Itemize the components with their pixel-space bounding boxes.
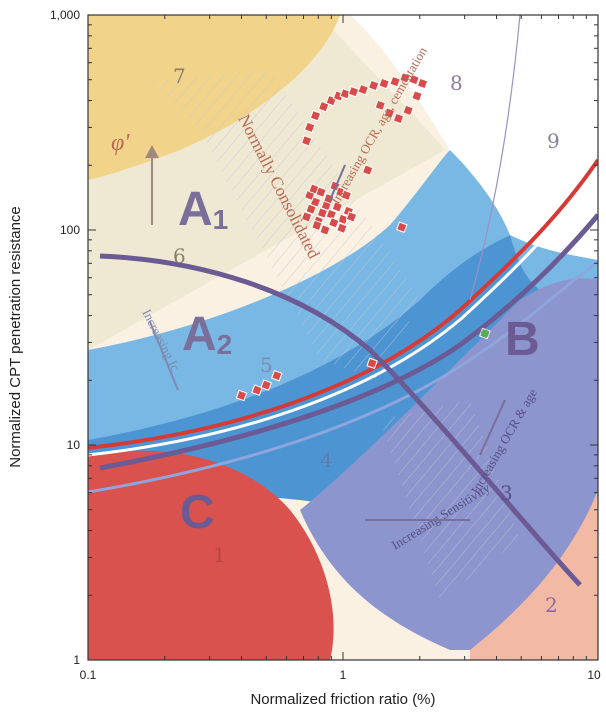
data-points	[235, 72, 491, 402]
region-label-sub: 1	[213, 204, 229, 235]
arrow-ic	[149, 321, 179, 391]
data-point	[300, 135, 313, 147]
data-point	[361, 164, 374, 176]
red-boundary-curve	[88, 158, 598, 450]
zone-label: 1	[213, 543, 226, 567]
normally-consolidated-hatch	[150, 70, 420, 380]
region-label-sub: 2	[217, 329, 233, 360]
data-point	[336, 222, 348, 234]
data-point	[396, 221, 408, 233]
annotation-phi: φ'	[111, 130, 130, 156]
zone-8-9-boundary	[469, 15, 521, 301]
plot-area	[88, 15, 598, 660]
x-tick-label: 1	[340, 668, 347, 682]
zone-label: 7	[173, 64, 186, 88]
highlight-point	[480, 329, 489, 338]
blue-boundary-curve	[88, 260, 598, 494]
y-axis-title: Normalized CPT penetration resistance	[7, 206, 24, 468]
x-tick-label: 0.1	[80, 668, 97, 682]
data-point	[300, 211, 313, 223]
purple-boundary-curve-lower	[99, 213, 598, 471]
zone-label: 2	[545, 593, 558, 617]
x-tick-label: 10	[587, 668, 601, 682]
data-point	[331, 201, 344, 213]
region-label-a2: A2	[182, 308, 232, 361]
data-point	[325, 208, 338, 221]
data-point	[319, 224, 331, 236]
data-point	[367, 79, 380, 92]
data-point	[337, 213, 349, 226]
zone-label: 8	[450, 71, 463, 95]
data-point	[309, 109, 322, 122]
data-point	[411, 90, 423, 102]
data-point	[389, 75, 401, 88]
data-point	[392, 112, 405, 125]
data-point	[345, 211, 358, 223]
region-label-c: C	[180, 486, 215, 539]
zone-label: 5	[260, 353, 273, 377]
data-point	[399, 72, 411, 84]
zone-label: 4	[320, 448, 333, 472]
data-point	[366, 357, 378, 370]
data-point	[357, 83, 369, 96]
zone-label: 9	[547, 129, 560, 153]
data-point	[311, 219, 323, 232]
data-point	[340, 189, 353, 202]
zone-label: 3	[500, 481, 513, 505]
x-axis-title: Normalized friction ratio (%)	[250, 691, 435, 708]
data-point	[251, 384, 263, 396]
data-point	[378, 77, 390, 90]
zone-labels: 1 2 3 4 5 6 7 8 9	[173, 64, 560, 617]
data-point	[416, 77, 429, 90]
region-label-a1: A1	[178, 183, 228, 236]
data-point	[383, 107, 396, 119]
region-label-main: A	[182, 308, 217, 361]
data-point	[315, 186, 327, 198]
data-point	[260, 379, 272, 391]
data-point	[303, 121, 316, 134]
y-tick-label: 10	[67, 438, 81, 452]
arrow-phi-head	[145, 145, 159, 158]
sensitivity-hatch	[380, 400, 520, 600]
zone-1-region	[88, 450, 334, 660]
data-point	[347, 85, 360, 98]
arrow-ocr-age	[479, 399, 506, 456]
region-labels: A1 A2 B C	[178, 183, 540, 539]
data-point	[271, 369, 283, 382]
arrow-ocr	[329, 164, 346, 201]
data-point	[317, 100, 330, 113]
data-point	[339, 88, 351, 100]
data-point	[408, 73, 420, 86]
purple-boundary-curve-steep	[99, 253, 582, 587]
y-tick-label: 1,000	[50, 8, 80, 22]
region-label-main: A	[178, 183, 213, 236]
zone-2-region	[470, 490, 598, 660]
data-point	[235, 389, 248, 402]
x-tick-labels: 0.1 1 10	[80, 668, 601, 682]
zone-label: 6	[173, 244, 186, 268]
data-point	[328, 217, 340, 229]
axis-ticks	[87, 14, 599, 661]
region-label-b: B	[505, 313, 540, 366]
y-tick-labels: 1 10 100 1,000	[50, 8, 80, 667]
y-tick-label: 1	[73, 653, 80, 667]
data-point	[402, 104, 414, 117]
y-tick-label: 100	[60, 223, 80, 237]
white-boundary-curve	[88, 167, 598, 457]
data-point	[374, 99, 387, 112]
